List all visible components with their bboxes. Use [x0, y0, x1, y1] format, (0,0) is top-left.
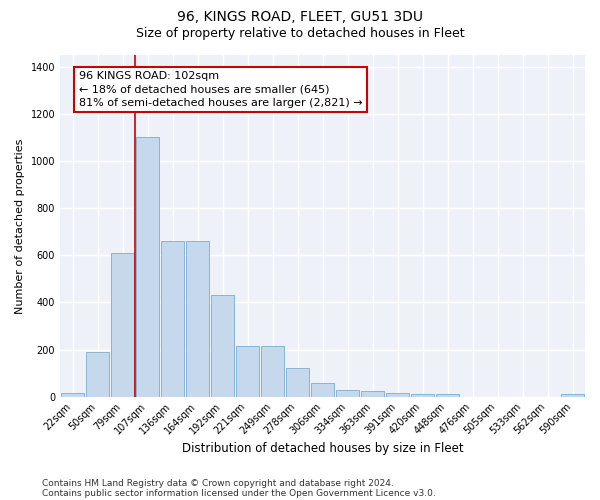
Bar — [236, 346, 259, 397]
Text: Contains HM Land Registry data © Crown copyright and database right 2024.: Contains HM Land Registry data © Crown c… — [42, 478, 394, 488]
Bar — [286, 368, 310, 396]
Text: Contains public sector information licensed under the Open Government Licence v3: Contains public sector information licen… — [42, 488, 436, 498]
Bar — [136, 138, 160, 396]
Bar — [410, 394, 434, 396]
Bar — [361, 391, 385, 396]
Text: 96, KINGS ROAD, FLEET, GU51 3DU: 96, KINGS ROAD, FLEET, GU51 3DU — [177, 10, 423, 24]
X-axis label: Distribution of detached houses by size in Fleet: Distribution of detached houses by size … — [182, 442, 463, 455]
Text: 96 KINGS ROAD: 102sqm
← 18% of detached houses are smaller (645)
81% of semi-det: 96 KINGS ROAD: 102sqm ← 18% of detached … — [79, 72, 362, 108]
Text: Size of property relative to detached houses in Fleet: Size of property relative to detached ho… — [136, 28, 464, 40]
Bar — [110, 253, 134, 396]
Bar — [61, 393, 85, 396]
Bar — [560, 394, 584, 396]
Y-axis label: Number of detached properties: Number of detached properties — [15, 138, 25, 314]
Bar — [311, 382, 334, 396]
Bar — [86, 352, 109, 397]
Bar — [211, 296, 235, 396]
Bar — [335, 390, 359, 396]
Bar — [386, 393, 409, 396]
Bar — [260, 346, 284, 397]
Bar — [161, 241, 184, 396]
Bar — [185, 241, 209, 396]
Bar — [436, 394, 460, 396]
